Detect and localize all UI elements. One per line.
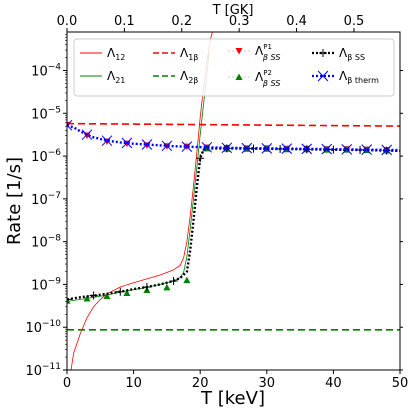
series-7-point (121, 137, 133, 149)
series-7-point (101, 135, 113, 147)
series-6-point (142, 282, 151, 291)
series-7-point (361, 144, 373, 156)
series-6-point (89, 291, 98, 300)
x2-tick-label: 0.5 (344, 14, 365, 29)
y-tick-label: 10−6 (31, 148, 61, 165)
x2-tick-label: 0.0 (57, 14, 78, 29)
series-5-point (103, 292, 111, 299)
x-axis-label: T [keV] (200, 388, 265, 409)
series-7-point (221, 142, 233, 154)
x-tick-label: 40 (325, 376, 342, 391)
x-tick-label: 20 (192, 376, 209, 391)
x-tick-label: 0 (63, 376, 71, 391)
series-line-6 (67, 147, 400, 301)
legend-marker (317, 70, 329, 82)
series-7-point (281, 143, 293, 154)
series-7-point (381, 144, 393, 156)
series-6-point (67, 295, 71, 304)
series-5-point (183, 276, 191, 284)
x2-tick-label: 0.2 (171, 14, 192, 29)
series-line-0 (70, 32, 213, 370)
top-axis-label: T [GK] (212, 3, 254, 18)
y-axis-label: Rate [1/s] (4, 157, 25, 245)
series-7-point (341, 144, 353, 155)
legend: Λ12 Λ21 Λ1β Λ2β ΛP1 β SS ΛP2 β SS Λβ SS Λβ therm (73, 38, 395, 97)
series-6-point (196, 154, 205, 163)
x-tick-label: 50 (392, 376, 409, 391)
series-line-2 (67, 122, 400, 127)
series-7-point (241, 142, 253, 154)
series-line-7 (67, 124, 400, 152)
series-7-point (201, 141, 213, 153)
series-7-point (161, 140, 173, 152)
legend-label: ΛP2 β SS (255, 69, 280, 88)
series-7-point (261, 143, 273, 154)
series-7-point (181, 141, 193, 153)
y-tick-label: 10−10 (25, 319, 61, 336)
y-tick-label: 10−7 (31, 191, 61, 208)
legend-label: Λβ SS (339, 46, 365, 62)
legend-marker (319, 49, 327, 57)
legend-label: Λ2β (180, 69, 198, 85)
legend-marker (235, 48, 243, 55)
series-5-point (163, 283, 171, 291)
legend-label: ΛP1 β SS (255, 43, 280, 62)
series-7-point (301, 143, 313, 155)
y-tick-label: 10−11 (25, 362, 61, 379)
y-tick-label: 10−4 (31, 63, 61, 80)
x-tick-label: 30 (259, 376, 276, 391)
series-6-point (169, 277, 178, 286)
x-tick-label: 10 (125, 376, 142, 391)
x2-tick-label: 0.4 (286, 14, 307, 29)
series-6-point (116, 287, 125, 296)
series-7-point (67, 119, 73, 131)
series-7-point (141, 139, 153, 150)
y-tick-label: 10−8 (31, 234, 61, 251)
y-tick-label: 10−9 (31, 276, 61, 293)
legend-label: Λ12 (107, 46, 125, 62)
legend-label: Λβ therm (339, 69, 379, 85)
x2-tick-label: 0.3 (229, 14, 250, 29)
series-5-point (83, 295, 91, 302)
x2-tick-label: 0.1 (114, 14, 135, 29)
series-7-point (321, 143, 333, 155)
plot-series (67, 32, 400, 370)
axis-ticks: 0 10 20 30 40 50 0.0 0.1 0.2 0.3 0.4 0.5 10−11 10−10 1… (25, 14, 408, 391)
legend-label: Λ21 (107, 69, 125, 85)
series-5-point (123, 289, 131, 296)
y-tick-label: 10−5 (31, 105, 61, 122)
series-7-point (81, 129, 93, 141)
legend-label: Λ1β (180, 46, 198, 62)
legend-marker (235, 73, 243, 80)
